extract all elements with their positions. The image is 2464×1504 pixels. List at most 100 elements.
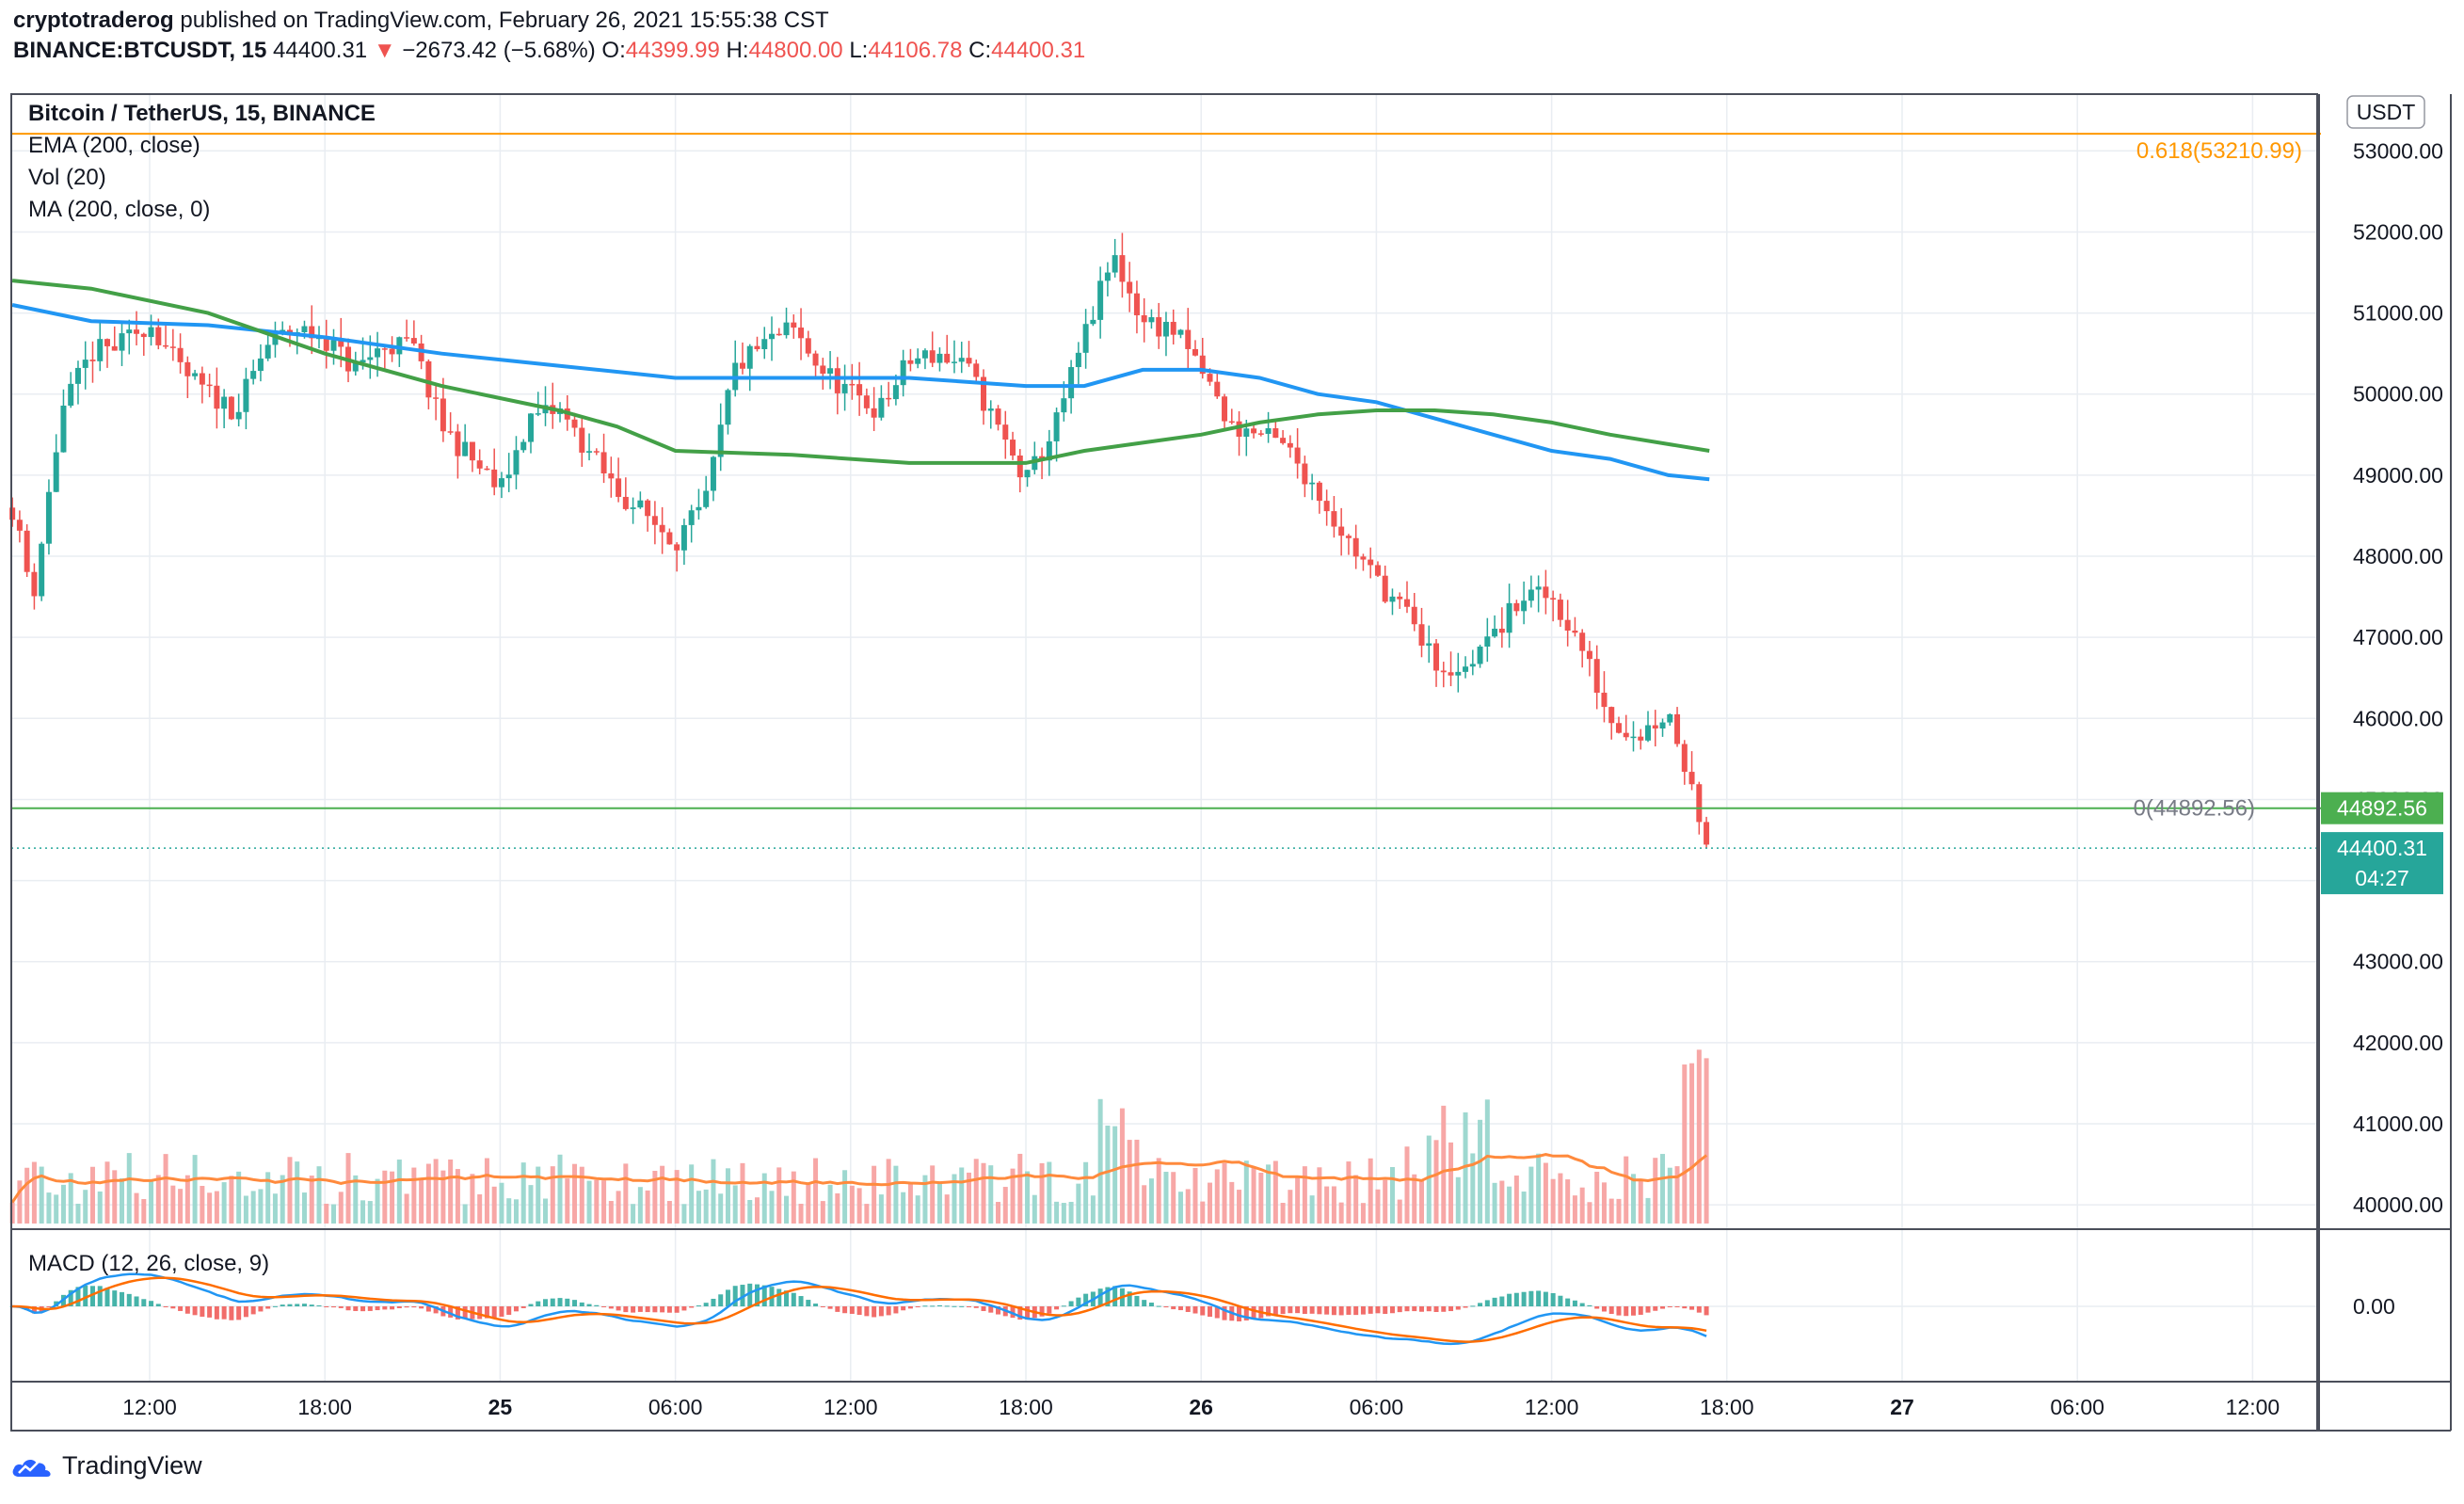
tradingview-logo[interactable]: TradingView — [11, 1451, 202, 1480]
currency-badge[interactable] — [2346, 95, 2425, 129]
macd-hist-bar — [280, 1304, 285, 1306]
author-name[interactable]: cryptotraderog — [13, 8, 174, 33]
macd-hist-bar — [1346, 1306, 1352, 1315]
candle-body — [637, 500, 644, 508]
volume-bar — [491, 1186, 497, 1224]
macd-hist-bar — [557, 1298, 563, 1306]
volume-bar — [97, 1191, 103, 1224]
macd-hist-bar — [674, 1306, 680, 1313]
macd-hist-bar — [660, 1306, 665, 1313]
volume-bar — [295, 1161, 300, 1224]
macd-legend[interactable]: MACD (12, 26, close, 9) — [28, 1251, 269, 1276]
volume-bar — [390, 1171, 395, 1224]
candle-body — [1068, 367, 1075, 399]
macd-hist-bar — [652, 1306, 658, 1313]
macd-hist-bar — [842, 1306, 848, 1314]
price-tick: 52000.00 — [2353, 219, 2443, 244]
macd-hist-bar — [353, 1306, 359, 1311]
volume-bar — [250, 1191, 256, 1224]
volume-bar — [60, 1184, 66, 1224]
macd-hist-bar — [433, 1306, 439, 1314]
macd-hist-bar — [345, 1306, 351, 1311]
volume-bar — [258, 1189, 264, 1224]
volume-bar — [1441, 1105, 1447, 1224]
macd-hist-bar — [207, 1306, 213, 1318]
ema-legend[interactable]: EMA (200, close) — [28, 133, 200, 158]
volume-bar — [425, 1163, 431, 1224]
candle-body — [1374, 565, 1381, 576]
candle-body — [929, 350, 936, 363]
volume-bar — [1630, 1174, 1636, 1224]
macd-hist-bar — [608, 1306, 614, 1309]
volume-bar — [1112, 1126, 1118, 1224]
volume-bar — [1222, 1162, 1227, 1224]
macd-hist-bar — [484, 1306, 489, 1319]
macd-hist-bar — [1047, 1306, 1052, 1314]
volume-bar — [301, 1192, 307, 1224]
macd-hist-bar — [1266, 1306, 1272, 1317]
time-tick: 12:00 — [2226, 1395, 2280, 1419]
candle-body — [783, 322, 790, 336]
volume-histogram — [9, 1049, 1709, 1224]
volume-bar — [1251, 1166, 1256, 1224]
candle-body — [651, 516, 658, 525]
macd-hist-bar — [506, 1306, 512, 1315]
candle-body — [1368, 559, 1374, 566]
macd-hist-bar — [798, 1296, 804, 1306]
volume-bar — [272, 1193, 278, 1224]
macd-hist-bar — [1251, 1306, 1256, 1320]
candle-body — [944, 353, 951, 363]
macd-hist-bar — [1317, 1306, 1322, 1315]
volume-bar — [1536, 1153, 1542, 1224]
volume-bar — [681, 1204, 687, 1224]
time-tick: 27 — [1890, 1395, 1914, 1419]
price-tick: 51000.00 — [2353, 301, 2443, 326]
candle-body — [622, 496, 629, 509]
macd-hist-bar — [981, 1306, 986, 1311]
macd-hist-bar — [1579, 1303, 1585, 1306]
candle-body — [936, 353, 943, 363]
candle-body — [520, 441, 527, 451]
volume-bar — [265, 1172, 271, 1224]
candle-body — [1521, 600, 1528, 612]
volume-bar — [886, 1159, 891, 1224]
candle-body — [1543, 586, 1549, 599]
price-tick: 47000.00 — [2353, 625, 2443, 649]
volume-bar — [1682, 1064, 1688, 1224]
volume-bar — [440, 1170, 446, 1224]
volume-bar — [17, 1180, 23, 1224]
macd-hist-bar — [1208, 1306, 1213, 1318]
candle-body — [1382, 575, 1388, 602]
candle-body — [1448, 672, 1454, 676]
ma-legend[interactable]: MA (200, close, 0) — [28, 197, 210, 222]
macd-hist-bar — [586, 1304, 592, 1306]
volume-bar — [141, 1199, 147, 1224]
candle-body — [104, 339, 111, 346]
price-axis[interactable]: 40000.0041000.0042000.0043000.0044000.00… — [2353, 138, 2443, 1217]
candle-body — [1403, 599, 1410, 607]
fib-price-tag-label: 44892.56 — [2337, 796, 2427, 821]
candle-body — [1528, 589, 1534, 601]
macd-hist-bar — [462, 1306, 468, 1320]
candle-body — [1506, 602, 1512, 633]
volume-bar — [477, 1193, 483, 1224]
symbol-label[interactable]: BINANCE:BTCUSDT, 15 — [13, 38, 267, 63]
volume-bar — [1061, 1203, 1066, 1224]
chart-title[interactable]: Bitcoin / TetherUS, 15, BINANCE — [28, 101, 376, 126]
volume-bar — [324, 1203, 329, 1224]
macd-hist-bar — [886, 1306, 891, 1316]
volume-bar — [740, 1162, 745, 1224]
macd-hist-bar — [1331, 1306, 1336, 1316]
volume-bar — [835, 1192, 840, 1224]
macd-hist-bar — [163, 1306, 168, 1307]
volume-bar — [893, 1165, 899, 1224]
candle-body — [1090, 319, 1096, 325]
volume-bar — [1463, 1112, 1468, 1224]
candle-body — [1426, 643, 1432, 646]
candle-body — [206, 384, 213, 387]
time-axis[interactable]: 12:00 18:00 25 06:00 12:00 18:00 26 06:00 12:00 1… — [122, 1395, 2280, 1419]
macd-hist-bar — [375, 1306, 380, 1311]
vol-legend[interactable]: Vol (20) — [28, 165, 106, 190]
macd-hist-bar — [411, 1306, 417, 1308]
